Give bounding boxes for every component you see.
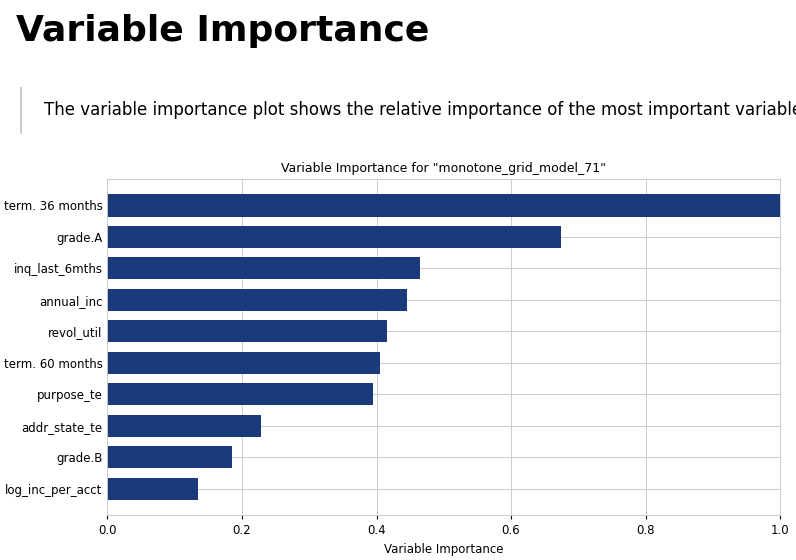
Bar — [107, 194, 780, 217]
Bar — [107, 258, 420, 279]
Bar — [107, 384, 373, 405]
Bar — [107, 478, 198, 500]
Bar — [107, 352, 380, 374]
X-axis label: Variable Importance: Variable Importance — [384, 543, 504, 556]
Bar — [107, 289, 407, 311]
Bar — [107, 226, 561, 248]
Bar — [107, 415, 261, 437]
Bar — [107, 446, 232, 468]
Title: Variable Importance for "monotone_grid_model_71": Variable Importance for "monotone_grid_m… — [281, 162, 607, 175]
Text: Variable Importance: Variable Importance — [16, 14, 429, 48]
Text: The variable importance plot shows the relative importance of the most important: The variable importance plot shows the r… — [44, 101, 796, 119]
Bar — [107, 320, 387, 343]
